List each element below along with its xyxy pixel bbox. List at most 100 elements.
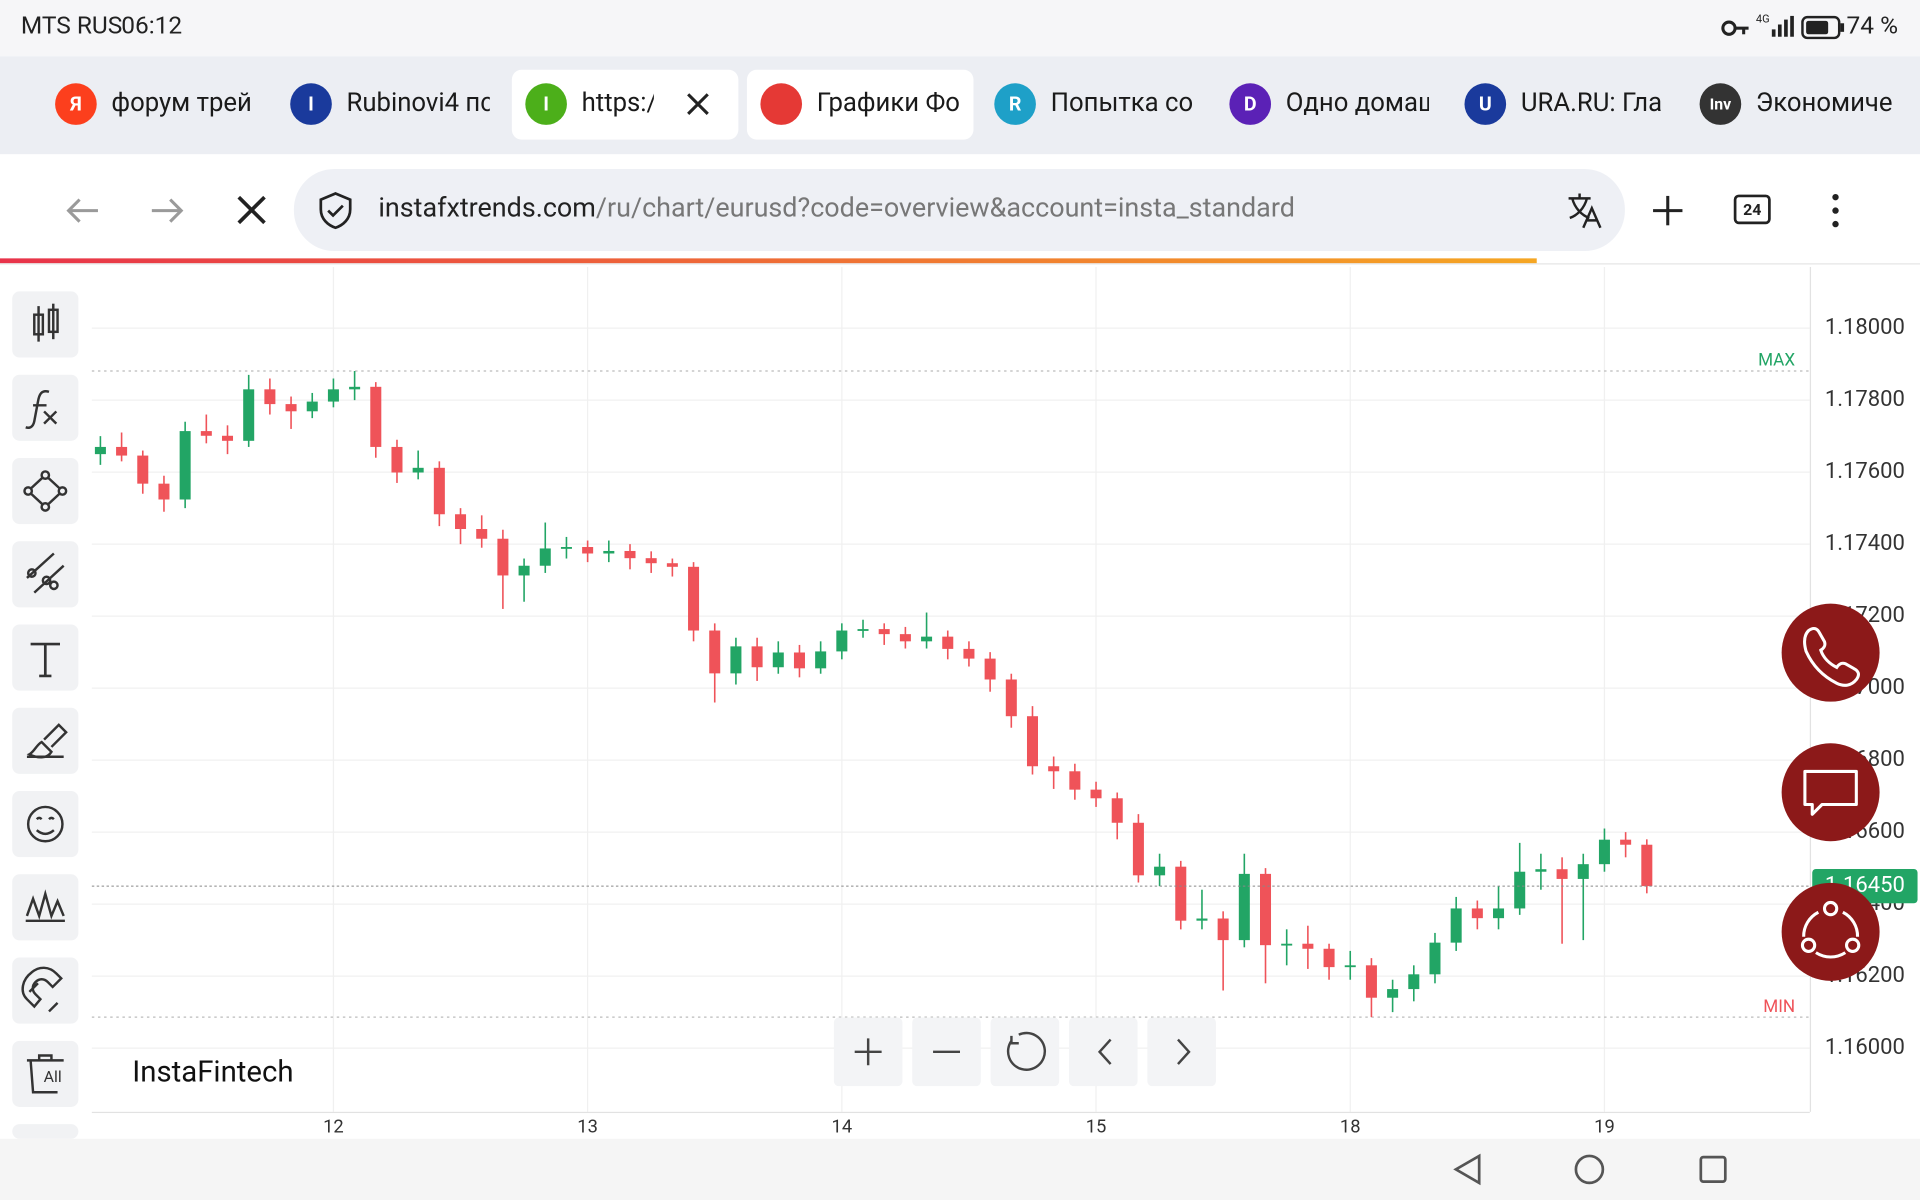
tool-patterns[interactable] bbox=[12, 874, 79, 941]
candle-body bbox=[751, 646, 763, 668]
candle-body bbox=[1196, 918, 1208, 921]
candle-body bbox=[179, 431, 191, 500]
candle-body bbox=[1535, 869, 1547, 872]
tab[interactable]: U URA.RU: Гла bbox=[1464, 83, 1662, 125]
candle-body bbox=[158, 483, 170, 500]
x-tick-label: 14 bbox=[832, 1117, 853, 1138]
candle-body bbox=[1450, 908, 1462, 943]
call-button[interactable] bbox=[1781, 603, 1880, 702]
chat-button[interactable] bbox=[1781, 743, 1880, 842]
chart-controls bbox=[833, 1017, 1216, 1087]
url-path: /ru/chart/eurusd?code=overview&account=i… bbox=[596, 191, 1295, 223]
tab[interactable]: D Одно домаш bbox=[1229, 83, 1438, 125]
tool-emoji[interactable] bbox=[12, 791, 79, 858]
candle-body bbox=[878, 629, 890, 635]
candle-body bbox=[942, 636, 954, 649]
x-tick-label: 15 bbox=[1086, 1117, 1107, 1138]
key-icon bbox=[1721, 20, 1749, 36]
tool-more[interactable] bbox=[12, 1124, 79, 1139]
carrier: MTS RUS bbox=[21, 10, 123, 39]
tab-favicon bbox=[290, 83, 332, 125]
share-button[interactable] bbox=[1781, 882, 1880, 981]
network-type: 4G bbox=[1756, 12, 1770, 25]
scroll-left[interactable] bbox=[1068, 1017, 1138, 1087]
tab-favicon bbox=[760, 83, 803, 125]
candle-body bbox=[1620, 839, 1632, 845]
candle-body bbox=[370, 386, 382, 447]
candle-body bbox=[921, 636, 933, 642]
tab[interactable]: I Rubinovi4 пс bbox=[290, 83, 493, 125]
tab-favicon-letter: Inv bbox=[1710, 95, 1732, 114]
candle-body bbox=[1217, 918, 1229, 941]
forward-button[interactable] bbox=[151, 198, 184, 223]
candle-body bbox=[349, 386, 361, 390]
candle-body bbox=[1048, 766, 1060, 772]
candle-body bbox=[793, 652, 805, 669]
min-label: MIN bbox=[1763, 997, 1795, 1017]
reset[interactable] bbox=[990, 1017, 1060, 1087]
max-label: MAX bbox=[1758, 351, 1795, 371]
new-tab-button[interactable] bbox=[1653, 195, 1683, 226]
nav-back[interactable] bbox=[1453, 1153, 1481, 1186]
candle-body bbox=[539, 548, 551, 566]
tab-title: URA.RU: Гла bbox=[1521, 88, 1662, 118]
x-tick-label: 13 bbox=[577, 1117, 598, 1138]
icon-trash bbox=[26, 1054, 64, 1094]
nav-recents[interactable] bbox=[1699, 1155, 1727, 1183]
tab[interactable]: Inv Экономиче bbox=[1699, 83, 1893, 125]
tab-favicon bbox=[55, 83, 97, 125]
tool-indicators[interactable] bbox=[12, 374, 79, 441]
nav-home[interactable] bbox=[1574, 1154, 1605, 1185]
tab-title: Попытка сое bbox=[1051, 88, 1207, 118]
drawing-toolbar: All bbox=[12, 291, 79, 1139]
battery-icon bbox=[1801, 15, 1845, 40]
menu-button[interactable] bbox=[1832, 193, 1839, 228]
tool-brush[interactable] bbox=[12, 707, 79, 774]
url: instafxtrends.com/ru/chart/eurusd?code=o… bbox=[378, 191, 1295, 223]
candle-body bbox=[1408, 974, 1420, 990]
candle-body bbox=[264, 389, 276, 405]
icon-brush bbox=[26, 723, 68, 759]
load-progress bbox=[0, 258, 1537, 264]
candle-body bbox=[1387, 989, 1399, 998]
tool-lines[interactable] bbox=[12, 541, 79, 608]
stop-button[interactable] bbox=[237, 195, 266, 225]
tab[interactable]: R Попытка сое bbox=[994, 83, 1206, 125]
scroll-right[interactable] bbox=[1147, 1017, 1216, 1087]
candle-body bbox=[1556, 869, 1568, 879]
tab-title: Графики Фо bbox=[817, 88, 960, 118]
tab-favicon-letter: D bbox=[1244, 92, 1257, 115]
candle-body bbox=[963, 648, 975, 659]
tab-close[interactable] bbox=[687, 93, 709, 115]
url-domain: instafxtrends.com bbox=[378, 191, 596, 223]
candle-body bbox=[1493, 908, 1505, 919]
tool-delete[interactable] bbox=[12, 1040, 79, 1107]
y-tick-label: 1.17800 bbox=[1825, 387, 1905, 412]
url-field[interactable] bbox=[293, 168, 1625, 252]
tab[interactable]: Графики Фо bbox=[746, 69, 974, 140]
translate-button[interactable] bbox=[1568, 193, 1602, 229]
candle-body bbox=[984, 658, 996, 680]
tab-favicon-letter: Я bbox=[69, 92, 82, 115]
tool-candles[interactable] bbox=[12, 291, 79, 358]
chart: 1.160001.162001.164001.166001.168001.170… bbox=[91, 266, 1918, 1138]
icon-emoji bbox=[26, 805, 64, 843]
candle-body bbox=[1132, 822, 1144, 876]
candle-body bbox=[243, 389, 255, 441]
candle-body bbox=[772, 652, 784, 668]
candle-body bbox=[582, 547, 594, 554]
tab-count-box[interactable] bbox=[1733, 194, 1771, 225]
icon-fx bbox=[25, 390, 58, 429]
candle-body bbox=[1323, 948, 1335, 968]
brand-watermark: InstaFintech bbox=[132, 1056, 293, 1090]
tab-favicon-letter: I bbox=[543, 92, 549, 115]
status-bar bbox=[0, 0, 1920, 57]
nav-bar bbox=[0, 1138, 1920, 1200]
back-button[interactable] bbox=[66, 198, 98, 223]
tool-shapes[interactable] bbox=[12, 457, 79, 525]
icon-lines bbox=[26, 552, 65, 594]
x-tick-label: 12 bbox=[323, 1117, 344, 1138]
